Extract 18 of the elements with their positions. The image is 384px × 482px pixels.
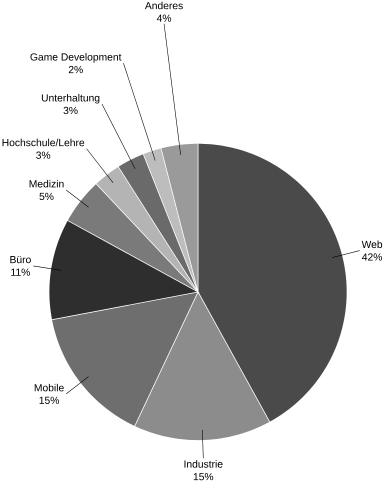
data-label: 15%	[194, 473, 214, 480]
data-label: 4%	[156, 14, 171, 22]
slice-label: Medizin	[29, 180, 64, 188]
data-label: 42%	[362, 253, 382, 261]
slice-label: Anderes	[144, 2, 183, 10]
data-label: 3%	[63, 106, 78, 114]
slice-label: Büro	[10, 256, 31, 264]
data-label: 15%	[39, 396, 59, 404]
data-label: 2%	[68, 66, 83, 74]
data-label: 3%	[36, 152, 50, 159]
slice-label: Mobile	[34, 384, 64, 392]
slice-label: Industrie	[184, 460, 222, 468]
slice-label: Web	[362, 240, 382, 248]
data-label: 5%	[39, 192, 54, 200]
slice-label: Hochschule/Lehre	[2, 138, 84, 146]
slice-label: Game Development	[30, 53, 122, 63]
data-label: 11%	[11, 268, 30, 276]
slice-label: Unterhaltung	[42, 94, 100, 104]
